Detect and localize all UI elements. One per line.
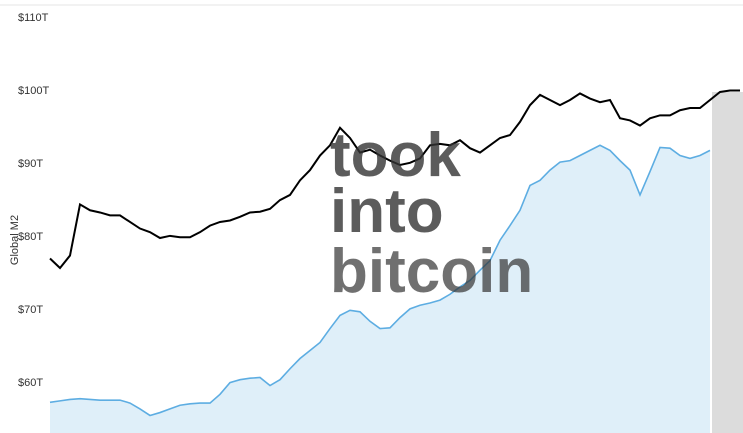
y-tick-label: $70T (18, 304, 43, 316)
area-fill (50, 145, 710, 433)
y-tick-label: $100T (18, 85, 49, 97)
shaded-region (712, 92, 743, 433)
y-tick-label: $80T (18, 231, 43, 243)
series-line (49, 144, 711, 417)
series-line (49, 89, 740, 270)
y-tick-label: $60T (18, 377, 43, 389)
watermark: took (330, 121, 461, 190)
y-axis-label: Global M2 (9, 215, 21, 265)
y-tick-label: $90T (18, 158, 43, 170)
plot (49, 89, 740, 433)
y-tick-label: $110T (18, 12, 49, 24)
watermark: into (330, 177, 444, 246)
watermark: bitcoin (330, 237, 533, 306)
